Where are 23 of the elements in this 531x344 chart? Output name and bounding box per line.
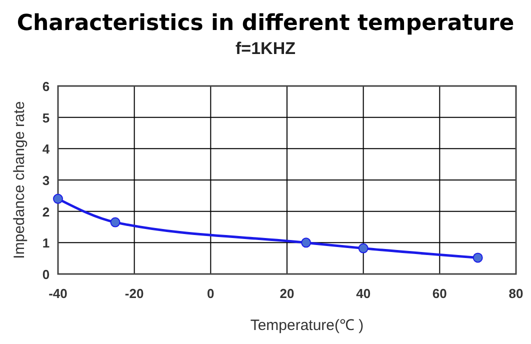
- chart-title: Characteristics in different temperature: [16, 11, 514, 36]
- x-tick-label: -20: [124, 286, 144, 301]
- x-axis-title: Temperature(℃ ): [250, 317, 364, 334]
- y-tick-label: 3: [42, 173, 50, 188]
- point: [53, 194, 63, 204]
- x-tick-label: 80: [508, 286, 524, 301]
- x-tick-label: 0: [207, 286, 214, 301]
- point: [110, 217, 120, 228]
- y-axis-title: Impedance change rate: [11, 101, 28, 259]
- y-tick-label: 1: [42, 236, 50, 251]
- point: [358, 243, 368, 254]
- chart-subtitle: f=1KHZ: [236, 39, 296, 58]
- y-tick-label: 0: [42, 267, 50, 282]
- y-tick-label: 5: [42, 110, 50, 126]
- point: [301, 238, 312, 248]
- x-tick-label: 40: [356, 286, 371, 301]
- y-tick-label: 2: [42, 204, 50, 220]
- x-tick-label: 20: [280, 286, 294, 301]
- point: [472, 252, 483, 263]
- x-tick-label: -40: [48, 286, 68, 301]
- x-tick-label: 60: [432, 286, 447, 301]
- y-tick-label: 4: [42, 142, 50, 157]
- y-tick-label: 6: [42, 79, 50, 94]
